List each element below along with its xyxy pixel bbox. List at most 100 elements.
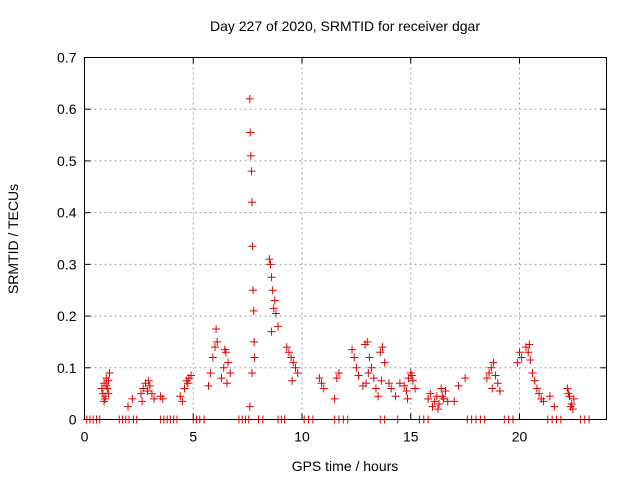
data-point: [248, 242, 257, 251]
data-points: [82, 94, 594, 424]
data-point: [374, 392, 383, 401]
data-point: [246, 151, 255, 160]
y-axis-label: SRMTID / TECUs: [5, 184, 21, 294]
data-point: [495, 387, 504, 396]
data-point: [158, 394, 167, 403]
data-point: [441, 387, 450, 396]
data-point: [289, 358, 298, 367]
data-point: [564, 389, 573, 398]
data-point: [274, 322, 283, 331]
data-point: [526, 356, 535, 365]
data-point: [219, 363, 228, 372]
data-point: [224, 358, 233, 367]
data-point: [137, 389, 146, 398]
data-point: [362, 379, 371, 388]
data-point: [525, 340, 534, 349]
data-point: [246, 128, 255, 137]
y-tick-label: 0.3: [57, 256, 77, 272]
data-point: [438, 392, 447, 401]
data-point: [378, 343, 387, 352]
data-point: [217, 374, 226, 383]
data-point: [435, 399, 444, 408]
x-axis-label: GPS time / hours: [292, 458, 399, 474]
data-point: [482, 374, 491, 383]
data-point: [222, 379, 231, 388]
data-point: [385, 379, 393, 388]
data-point: [284, 348, 293, 357]
data-point: [211, 343, 219, 352]
data-point: [287, 353, 296, 362]
data-point: [568, 405, 577, 414]
data-point: [330, 394, 339, 403]
data-point: [550, 402, 559, 411]
data-point: [145, 381, 154, 390]
data-point: [249, 286, 258, 295]
data-point: [220, 345, 229, 354]
data-point: [265, 255, 274, 264]
x-tick-label: 0: [81, 429, 89, 445]
data-point: [513, 358, 522, 367]
data-point: [371, 384, 380, 393]
data-point: [124, 402, 132, 411]
data-point: [100, 397, 109, 406]
data-point: [268, 286, 277, 295]
data-point: [352, 363, 361, 372]
data-point: [487, 363, 496, 372]
data-point: [138, 397, 147, 406]
data-point: [183, 379, 192, 388]
data-point: [532, 384, 541, 393]
y-tick-label: 0.7: [57, 50, 77, 66]
data-point: [270, 296, 279, 305]
y-tick-label: 0.4: [57, 205, 77, 221]
data-point: [367, 363, 376, 372]
y-tick-label: 0.2: [57, 308, 77, 324]
data-point: [267, 273, 276, 282]
data-point: [250, 353, 259, 362]
data-point: [266, 260, 275, 269]
data-point: [433, 405, 442, 414]
data-point: [365, 353, 374, 362]
data-point: [150, 394, 159, 403]
x-tick-label: 15: [403, 429, 419, 445]
data-point: [426, 389, 435, 398]
data-point: [563, 384, 572, 393]
data-point: [213, 337, 222, 346]
data-point: [334, 368, 343, 377]
plot-frame: [84, 57, 607, 420]
data-point: [461, 374, 470, 383]
data-point: [376, 348, 385, 357]
data-point: [178, 397, 187, 406]
data-point: [204, 381, 213, 390]
data-point: [364, 368, 373, 377]
data-point: [250, 337, 259, 346]
data-point: [180, 384, 189, 393]
data-point: [350, 353, 359, 362]
data-point: [206, 368, 215, 377]
data-point: [291, 363, 300, 372]
data-point: [247, 198, 256, 207]
data-point: [380, 358, 389, 367]
data-point: [437, 384, 446, 393]
data-point: [247, 368, 256, 377]
data-point: [288, 376, 297, 385]
data-point: [269, 304, 278, 313]
data-point: [139, 384, 148, 393]
data-point: [245, 94, 254, 103]
data-point: [488, 384, 497, 393]
data-point: [493, 379, 502, 388]
data-point: [454, 381, 463, 390]
data-point: [430, 397, 439, 406]
data-point: [319, 384, 328, 393]
data-point: [391, 392, 400, 401]
data-point: [485, 368, 494, 377]
data-point: [407, 371, 416, 380]
data-point: [104, 376, 113, 385]
data-point: [282, 343, 291, 352]
data-point: [176, 392, 185, 401]
data-point: [403, 394, 412, 403]
data-point: [450, 397, 459, 406]
data-point: [515, 348, 524, 357]
data-point: [363, 337, 372, 346]
data-point: [143, 387, 152, 396]
